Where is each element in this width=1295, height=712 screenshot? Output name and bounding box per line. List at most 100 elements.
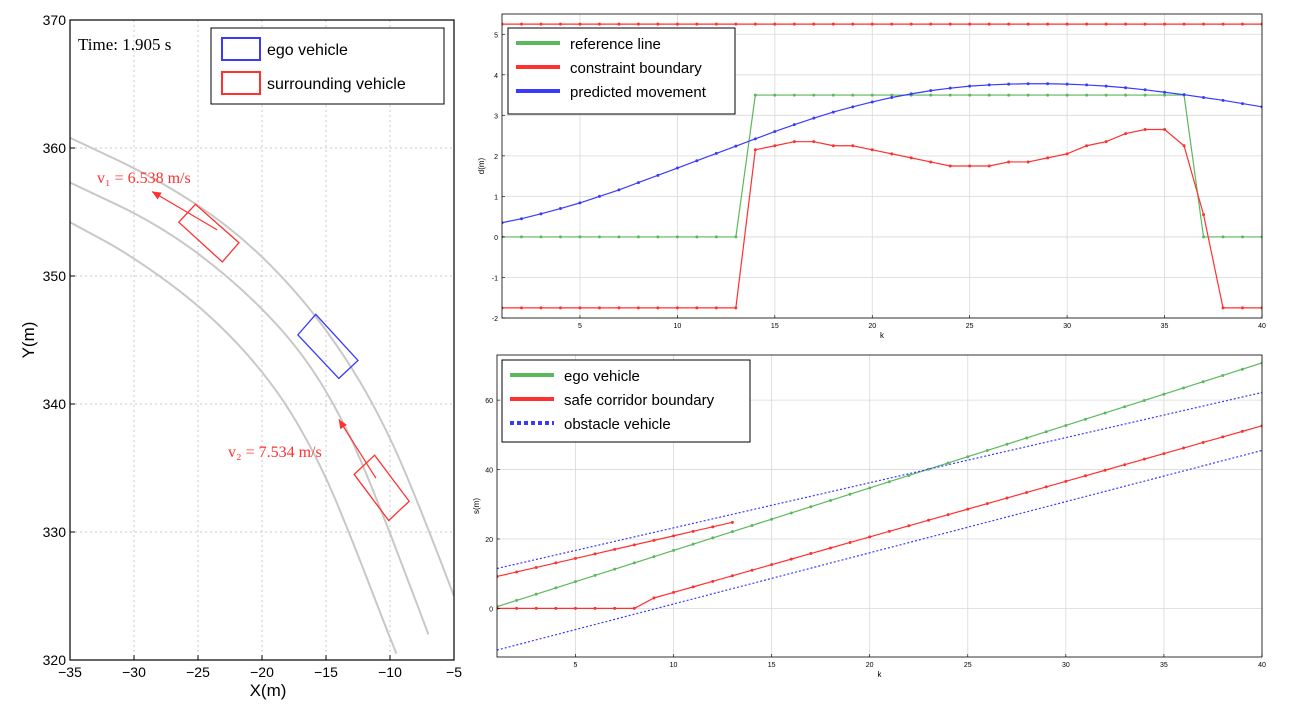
lateral-data-point	[929, 160, 933, 164]
longitudinal-series-line	[497, 391, 1262, 570]
scene-ytick-label: 320	[43, 652, 67, 668]
lateral-data-point	[558, 22, 562, 26]
lateral-data-point	[909, 22, 913, 26]
longitudinal-data-point	[573, 580, 577, 584]
lateral-data-point	[909, 92, 913, 96]
lateral-data-point	[890, 95, 894, 99]
lateral-data-point	[1007, 22, 1011, 26]
longitudinal-data-point	[711, 579, 715, 583]
scene-ytick-label: 350	[43, 268, 67, 284]
lateral-data-point	[753, 93, 757, 97]
longitudinal-data-point	[828, 498, 832, 502]
longitudinal-data-point	[730, 574, 734, 578]
lateral-data-point	[1241, 235, 1245, 239]
longitudinal-frame	[496, 354, 1263, 658]
longitudinal-data-point	[534, 565, 538, 569]
lateral-data-point	[519, 217, 523, 221]
lateral-data-point	[558, 207, 562, 211]
longitudinal-data-point	[573, 556, 577, 560]
lateral-data-point	[851, 22, 855, 26]
longitudinal-xtick-label: 5	[574, 662, 578, 669]
longitudinal-data-point	[887, 529, 891, 533]
lateral-data-point	[773, 144, 777, 148]
lateral-data-point	[1026, 22, 1030, 26]
lateral-data-point	[1104, 22, 1108, 26]
lateral-data-point	[539, 22, 543, 26]
longitudinal-data-point	[966, 507, 970, 511]
lateral-data-point	[890, 152, 894, 156]
ego-legend-swatch	[221, 37, 261, 61]
longitudinal-data-point	[672, 534, 676, 538]
lateral-data-point	[753, 137, 757, 141]
longitudinal-data-point	[613, 567, 617, 571]
lateral-data-point	[1182, 144, 1186, 148]
lateral-series-line	[502, 83, 1262, 224]
longitudinal-data-point	[809, 552, 813, 556]
scene-ytick-label: 340	[43, 396, 67, 412]
longitudinal-data-point	[515, 598, 519, 602]
scene-xtick-label: −25	[186, 664, 210, 680]
longitudinal-x-axis-label: k	[878, 670, 883, 679]
longitudinal-data-point	[672, 548, 676, 552]
scene-ytick-label: 330	[43, 524, 67, 540]
longitudinal-data-point	[946, 461, 950, 465]
lateral-xtick-label: 20	[868, 323, 876, 330]
scene-xtick-label: −35	[58, 664, 82, 680]
lateral-data-point	[948, 164, 952, 168]
lateral-data-point	[1104, 93, 1108, 97]
longitudinal-data-point	[1123, 463, 1127, 467]
longitudinal-data-point	[1064, 423, 1068, 427]
lateral-data-point	[1163, 128, 1167, 132]
longitudinal-data-point	[711, 525, 715, 529]
lateral-data-point	[987, 93, 991, 97]
longitudinal-data-point	[515, 606, 519, 610]
longitudinal-data-point	[907, 473, 911, 477]
lateral-ytick-label: 1	[494, 194, 498, 201]
velocity-label-v2: v₂ = 7.534 m/s	[228, 444, 322, 461]
longitudinal-xtick-label: 20	[866, 662, 874, 669]
lateral-data-point	[1007, 93, 1011, 97]
longitudinal-xtick-label: 30	[1062, 662, 1070, 669]
longitudinal-data-point	[632, 543, 636, 547]
longitudinal-data-point	[789, 557, 793, 561]
longitudinal-series-group	[497, 361, 1262, 651]
lateral-data-point	[539, 212, 543, 216]
lateral-xtick-label: 40	[1258, 323, 1266, 330]
lateral-data-point	[870, 22, 874, 26]
lateral-data-point	[1085, 144, 1089, 148]
lateral-data-point	[870, 93, 874, 97]
longitudinal-data-point	[770, 517, 774, 521]
lateral-data-point	[1221, 306, 1225, 310]
lateral-data-point	[987, 83, 991, 87]
longitudinal-data-point	[632, 561, 636, 565]
lateral-data-point	[1046, 93, 1050, 97]
longitudinal-data-point	[848, 540, 852, 544]
lateral-series-group	[502, 22, 1262, 310]
longitudinal-data-point	[1083, 474, 1087, 478]
longitudinal-data-point	[789, 511, 793, 515]
lateral-data-point	[1241, 22, 1245, 26]
lateral-data-point	[675, 22, 679, 26]
longitudinal-data-point	[770, 563, 774, 567]
lateral-data-point	[734, 306, 738, 310]
lateral-data-point	[734, 22, 738, 26]
lateral-data-point	[1241, 102, 1245, 106]
road-lane-line	[70, 181, 430, 635]
longitudinal-data-point	[1005, 442, 1009, 446]
lateral-xtick-label: 15	[771, 323, 779, 330]
lateral-data-point	[1124, 93, 1128, 97]
lateral-data-point	[792, 123, 796, 127]
lateral-y-axis-label: d(m)	[477, 157, 486, 174]
longitudinal-data-point	[515, 570, 519, 574]
lateral-data-point	[578, 306, 582, 310]
lateral-data-point	[1065, 152, 1069, 156]
longitudinal-ytick-label: 40	[485, 468, 493, 475]
lateral-data-point	[714, 151, 718, 155]
longitudinal-data-point	[750, 568, 754, 572]
road-lane-line	[70, 136, 454, 597]
lateral-data-point	[968, 93, 972, 97]
lateral-data-point	[792, 93, 796, 97]
ego-vehicle-box	[296, 313, 359, 380]
lateral-data-point	[1143, 88, 1147, 92]
lateral-data-point	[734, 235, 738, 239]
